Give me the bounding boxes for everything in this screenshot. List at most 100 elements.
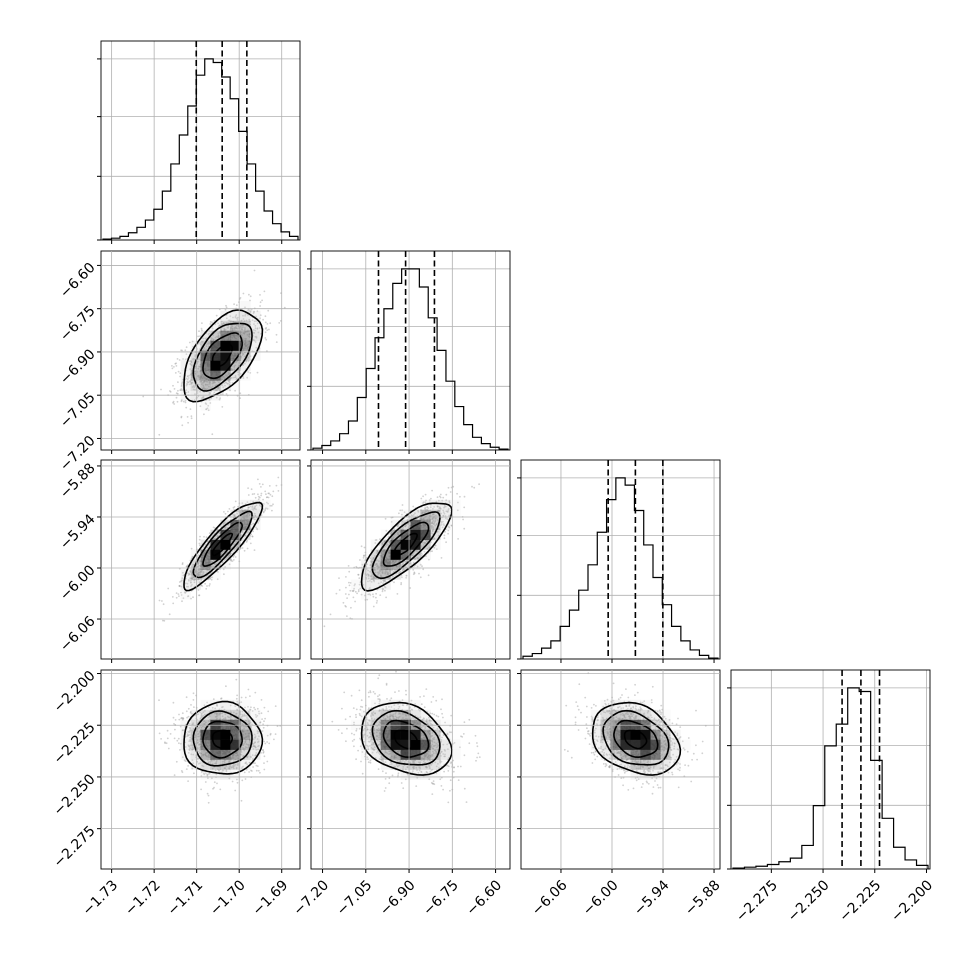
sample-point [173, 403, 176, 405]
sample-point [158, 433, 161, 436]
density-cell [210, 569, 221, 580]
sample-point [357, 589, 360, 591]
density-cell [240, 529, 251, 540]
density-cell [200, 360, 211, 371]
sample-point [187, 595, 190, 597]
sample-point [197, 561, 200, 564]
sample-point [205, 587, 208, 590]
sample-point [263, 720, 265, 723]
density-cell [260, 499, 271, 510]
sample-point [247, 506, 250, 509]
sample-point [379, 594, 382, 596]
sample-point [160, 388, 162, 391]
sample-point [202, 397, 205, 400]
sample-point [204, 781, 207, 783]
sample-point [190, 597, 192, 600]
sample-point [201, 396, 204, 399]
sample-point [194, 389, 196, 391]
sample-point [199, 568, 201, 570]
contours [360, 502, 453, 592]
sample-point [228, 380, 231, 383]
density-cell [220, 340, 231, 351]
sample-point [180, 591, 182, 594]
sample-point [202, 337, 205, 340]
sample-point [142, 395, 145, 398]
sample-point [200, 715, 203, 718]
sample-point [448, 500, 451, 503]
sample-point [191, 712, 193, 715]
sample-point [438, 528, 441, 531]
sample-point [176, 392, 179, 395]
sample-point [258, 327, 261, 329]
sample-point [369, 580, 371, 582]
sample-point [445, 517, 447, 520]
sample-point [257, 769, 260, 772]
sample-point [235, 718, 237, 721]
density-cell [250, 310, 261, 321]
sample-point [171, 365, 173, 367]
sample-point [232, 316, 234, 319]
density-cell [390, 569, 401, 580]
sample-point [376, 550, 379, 553]
sample-point [357, 590, 360, 593]
sample-point [180, 389, 182, 392]
sample-point [215, 314, 218, 317]
sample-point [362, 584, 365, 586]
sample-point [184, 582, 187, 585]
sample-point [253, 320, 256, 323]
sample-point [266, 496, 269, 498]
panel-2-1-content [323, 483, 480, 628]
sample-point [279, 320, 282, 322]
sample-point [207, 404, 210, 407]
sample-point [450, 524, 453, 527]
sample-point [427, 574, 430, 577]
sample-point [359, 559, 361, 561]
sample-point [261, 299, 263, 302]
contour-level-4 [183, 501, 264, 592]
sample-point [219, 324, 221, 327]
sample-point [224, 381, 227, 384]
sample-point [406, 519, 409, 522]
sample-point [264, 490, 267, 493]
sample-point [233, 303, 236, 306]
panel-1-0-grid [97, 251, 300, 454]
sample-point [191, 555, 194, 558]
sample-point [206, 773, 209, 776]
density-cell [240, 519, 251, 530]
sample-point [175, 596, 178, 599]
contour-level-2 [202, 332, 243, 380]
sample-point [383, 579, 386, 582]
sample-point [198, 365, 201, 368]
panel-2-0 [100, 459, 301, 660]
sample-point [264, 717, 266, 720]
sample-point [198, 381, 201, 383]
sample-point [442, 514, 445, 517]
sample-point [198, 594, 201, 597]
sample-point [180, 716, 183, 719]
sample-point [200, 771, 203, 773]
sample-point [438, 495, 441, 498]
sample-point [373, 555, 376, 557]
sample-point [457, 501, 459, 504]
sample-point [173, 388, 176, 390]
sample-point [200, 327, 203, 330]
sample-point [399, 570, 402, 573]
sample-point [172, 602, 175, 605]
sample-point [432, 529, 435, 531]
sample-point [236, 709, 239, 711]
sample-point [248, 318, 251, 321]
density-cell [370, 569, 381, 580]
sample-point [234, 315, 237, 318]
sample-point [191, 767, 194, 770]
sample-point [430, 525, 433, 528]
sample-point [254, 505, 256, 508]
contour-level-1 [393, 532, 418, 557]
sample-point [204, 402, 207, 405]
sample-point [200, 714, 203, 717]
sample-point [404, 566, 407, 568]
sample-point [430, 503, 432, 506]
sample-point [261, 483, 264, 486]
sample-point [444, 530, 446, 533]
sample-point [380, 581, 383, 583]
sample-point [254, 496, 257, 499]
